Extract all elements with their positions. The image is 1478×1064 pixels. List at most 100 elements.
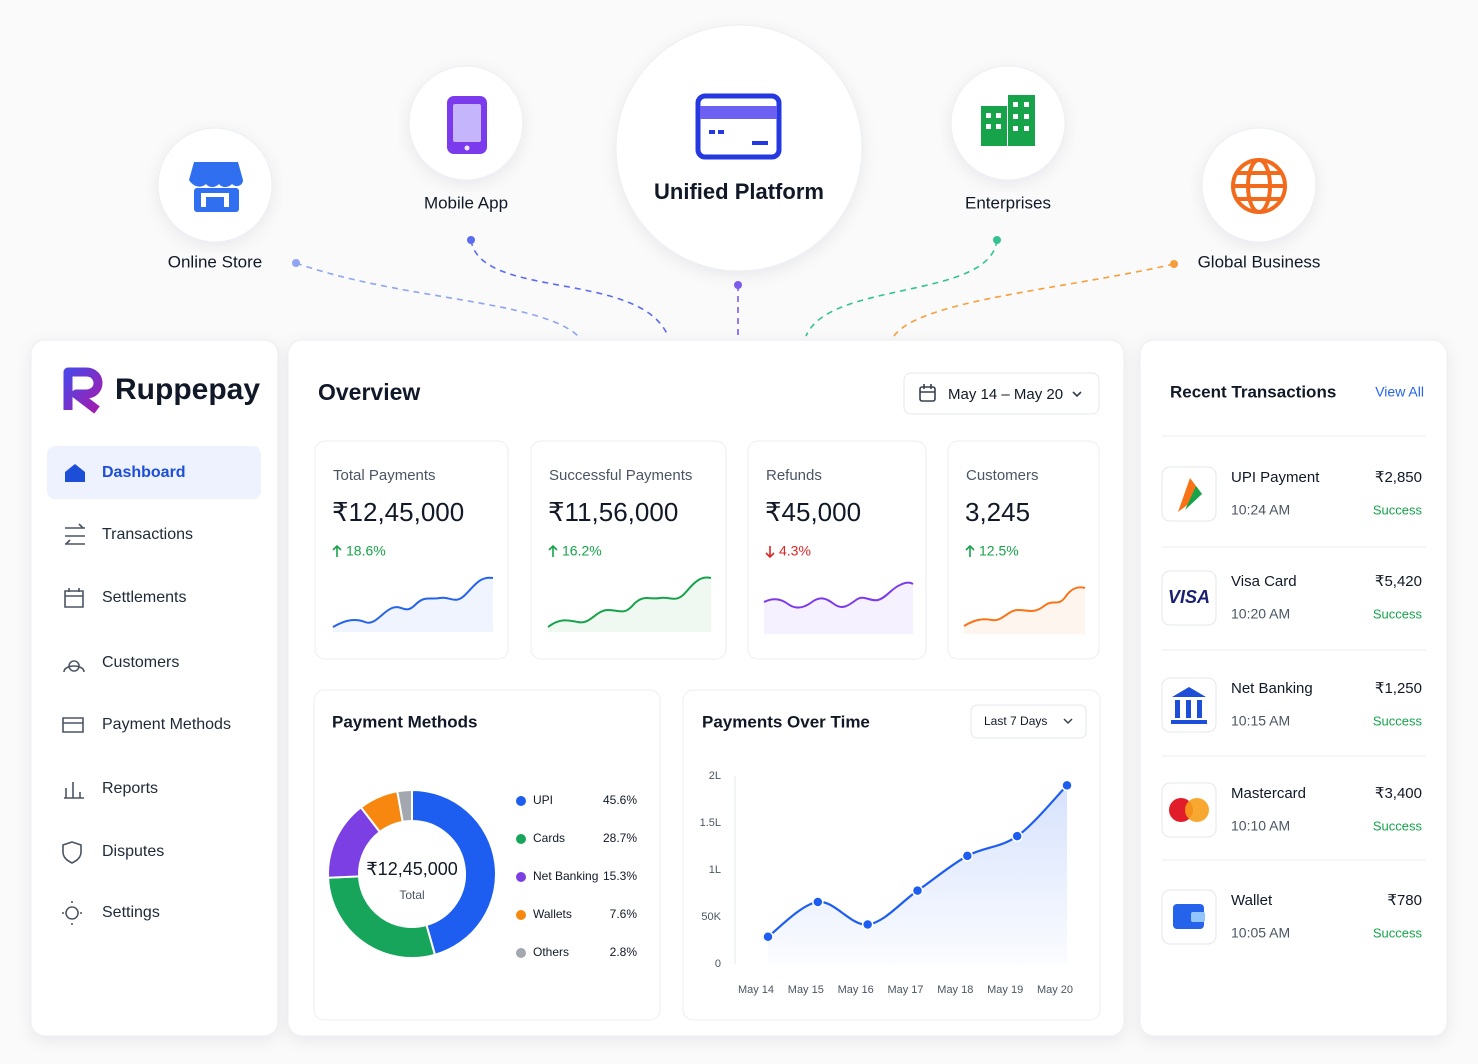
panel-title: Recent Transactions (1170, 382, 1336, 401)
transaction-status: Success (1373, 925, 1423, 940)
transaction-name: Mastercard (1231, 785, 1306, 802)
legend-dot (516, 948, 526, 958)
x-tick-label: May 15 (788, 984, 824, 996)
transactions-panel (1139, 339, 1448, 1037)
donut-center-label: Total (399, 888, 424, 902)
transaction-status: Success (1373, 713, 1423, 728)
data-point (1061, 779, 1073, 792)
nav-icon (65, 523, 85, 545)
y-tick-label: 1.5L (700, 817, 721, 829)
sparkline (547, 576, 712, 628)
connector (805, 239, 998, 337)
sparkline (332, 576, 494, 628)
line-area (768, 785, 1067, 964)
data-point (812, 896, 824, 908)
transaction-status: Success (1373, 818, 1423, 833)
trend-arrow (332, 544, 342, 557)
nav-icon (65, 464, 85, 482)
trend-arrow (965, 544, 975, 557)
view-all[interactable]: View All (1375, 384, 1424, 400)
donut-center-value: ₹12,45,000 (366, 859, 458, 879)
hub-label: Global Business (1198, 252, 1321, 271)
sparkline (963, 586, 1086, 627)
nav-item[interactable]: Transactions (102, 526, 193, 543)
sparkline-area (333, 577, 493, 632)
mastercard-icon (1169, 798, 1209, 822)
transaction-time: 10:20 AM (1231, 606, 1290, 622)
stat-change: 16.2% (562, 543, 602, 559)
transaction-amount: ₹3,400 (1375, 785, 1422, 802)
donut-segment (396, 788, 413, 823)
chevron (1063, 718, 1073, 725)
x-tick-label: May 16 (838, 984, 874, 996)
nav-item[interactable]: Disputes (102, 843, 164, 860)
transaction-amount: ₹780 (1387, 892, 1422, 909)
trend-arrow (765, 546, 775, 559)
buildings-icon (981, 95, 1035, 146)
stat-value: ₹11,56,000 (548, 497, 678, 527)
bank-icon (1171, 687, 1207, 724)
date-picker[interactable] (903, 372, 1100, 415)
nav-icon (62, 901, 82, 925)
range-dropdown[interactable] (970, 704, 1087, 739)
nav-active (47, 446, 261, 499)
connector (470, 239, 669, 337)
nav-icon (64, 588, 84, 608)
calendar-icon (919, 384, 936, 402)
stat-value: ₹45,000 (765, 497, 861, 527)
data-point (1011, 830, 1023, 842)
chart-title: Payments Over Time (702, 712, 870, 731)
hub-label: Mobile App (424, 193, 508, 212)
legend-value: 2.8% (610, 945, 638, 959)
sparkline-area (764, 582, 913, 634)
nav-item[interactable]: Settlements (102, 589, 186, 606)
stat-change: 18.6% (346, 543, 386, 559)
legend-value: 15.3% (603, 869, 637, 883)
nav-icon (62, 841, 82, 864)
nav-icon (62, 717, 84, 733)
nav-item[interactable]: Payment Methods (102, 716, 231, 733)
legend-value: 28.7% (603, 831, 637, 845)
transaction-icon-box (1161, 677, 1217, 733)
connector-dot (734, 281, 742, 289)
legend-dot (516, 796, 526, 806)
transaction-amount: ₹2,850 (1375, 469, 1422, 486)
nav-item[interactable]: Dashboard (102, 464, 186, 481)
stat-card (530, 440, 727, 660)
y-tick-label: 50K (701, 911, 721, 923)
transaction-status: Success (1373, 606, 1423, 621)
stat-label: Total Payments (333, 467, 436, 484)
stat-value: ₹12,45,000 (332, 497, 464, 527)
stat-value: 3,245 (965, 497, 1030, 527)
legend-value: 45.6% (603, 793, 637, 807)
transaction-icon-box (1161, 570, 1217, 626)
x-tick-label: May 18 (937, 984, 973, 996)
logo (63, 367, 103, 414)
stat-card (314, 440, 509, 660)
legend-label: Cards (533, 831, 565, 845)
transaction-name: UPI Payment (1231, 469, 1320, 486)
wallet-icon (1173, 904, 1205, 929)
stat-label: Successful Payments (549, 467, 692, 484)
transaction-name: Visa Card (1231, 573, 1297, 590)
nav-item[interactable]: Customers (102, 654, 179, 671)
hub-label: Enterprises (965, 193, 1051, 212)
stat-card (947, 440, 1100, 660)
connector (893, 263, 1175, 337)
legend-label: UPI (533, 793, 553, 807)
transaction-time: 10:15 AM (1231, 713, 1290, 729)
x-tick-label: May 19 (987, 984, 1023, 996)
y-tick-label: 0 (715, 958, 721, 970)
data-point (961, 850, 974, 862)
x-tick-label: May 20 (1037, 984, 1073, 996)
donut-segment (411, 788, 497, 957)
legend-dot (516, 872, 526, 882)
nav-item[interactable]: Reports (102, 780, 158, 797)
sidebar (30, 339, 279, 1037)
store-icon (189, 162, 243, 212)
transaction-icon-box (1161, 889, 1217, 945)
brand: Ruppepay (115, 373, 260, 406)
connector-dot (292, 259, 300, 267)
nav-item[interactable]: Settings (102, 904, 160, 921)
